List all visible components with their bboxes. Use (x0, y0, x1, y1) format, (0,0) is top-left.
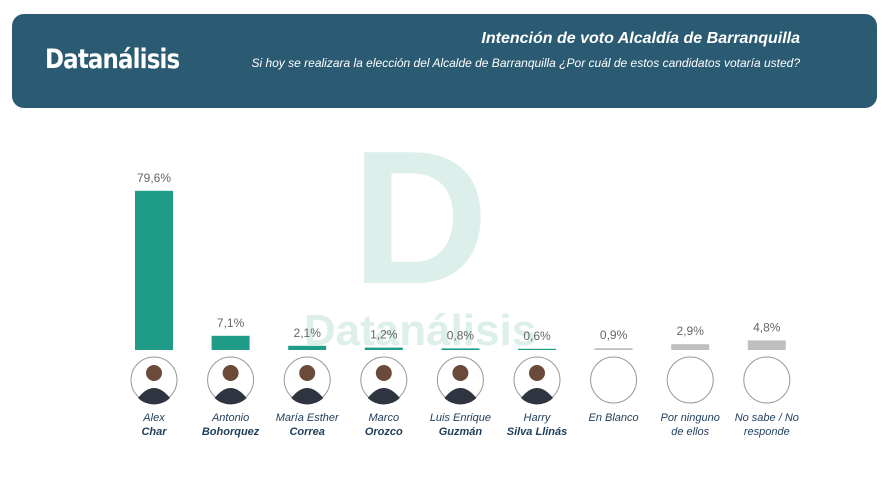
photo-body (367, 388, 400, 405)
photo-head (222, 365, 239, 381)
category-label: En Blanco (579, 411, 649, 425)
category-label: María Esther Correa (272, 411, 342, 439)
photo-head (299, 365, 316, 381)
category-name: No sabe / No responde (734, 412, 799, 438)
photo-body (521, 388, 553, 405)
value-label: 7,1% (217, 316, 245, 330)
watermark-text: Datanálisis (304, 306, 536, 355)
category-label: No sabe / No responde (732, 411, 802, 439)
category-surname: Guzmán (438, 426, 483, 438)
category-name: María Esther (275, 412, 339, 424)
photo-body (291, 388, 324, 405)
subtitle: Si hoy se realizara la elección del Alca… (251, 56, 800, 70)
category-name: Alex (143, 412, 165, 424)
category-surname: Silva Llinás (506, 426, 568, 438)
category-label: Harry Silva Llinás (502, 411, 572, 439)
bar (594, 348, 633, 350)
category-surname: Orozco (364, 426, 403, 438)
bar (441, 348, 480, 350)
value-label: 0,6% (523, 329, 551, 343)
photo-circle (590, 356, 638, 404)
value-label: 2,1% (294, 326, 322, 340)
watermark-d: D (351, 112, 488, 324)
value-label: 2,9% (677, 324, 705, 338)
bar (518, 348, 556, 350)
category-label: Antonio Bohorquez (196, 411, 266, 439)
bar (747, 340, 786, 350)
category-name: En Blanco (588, 412, 639, 424)
header-band (12, 14, 877, 108)
value-label: 79,6% (137, 171, 171, 185)
logo: Datanálisis (45, 43, 179, 74)
value-label: 1,2% (370, 328, 398, 342)
category-label: Por ninguno de ellos (655, 411, 725, 439)
photo-circle (666, 356, 714, 404)
photo-head (452, 365, 469, 381)
value-label: 4,8% (753, 320, 781, 334)
category-surname: Bohorquez (201, 426, 260, 438)
category-name: Por ninguno de ellos (660, 412, 720, 438)
category-surname: Correa (289, 426, 325, 438)
category-label: Luis Enrique Guzmán (425, 411, 495, 439)
category-label: Alex Char (119, 411, 189, 439)
bar (135, 190, 173, 350)
photo-body (138, 388, 170, 405)
category-label: Marco Orozco (349, 411, 419, 439)
photo-head (146, 365, 162, 381)
value-label: 0,8% (447, 328, 475, 342)
photo-circle (743, 356, 791, 404)
category-surname: Char (141, 426, 167, 438)
bar (671, 344, 710, 350)
value-label: 0,9% (600, 328, 628, 342)
category-name: Luis Enrique (429, 412, 491, 424)
photo-head (375, 365, 392, 381)
title: Intención de voto Alcaldía de Barranquil… (481, 30, 800, 47)
bar (211, 335, 250, 350)
photo-body (214, 388, 247, 405)
category-name: Antonio (211, 412, 250, 424)
bar (364, 347, 403, 350)
photo-body (444, 388, 477, 405)
bar (288, 345, 327, 350)
category-name: Harry (523, 412, 551, 424)
category-name: Marco (368, 412, 400, 424)
photo-head (529, 365, 545, 381)
